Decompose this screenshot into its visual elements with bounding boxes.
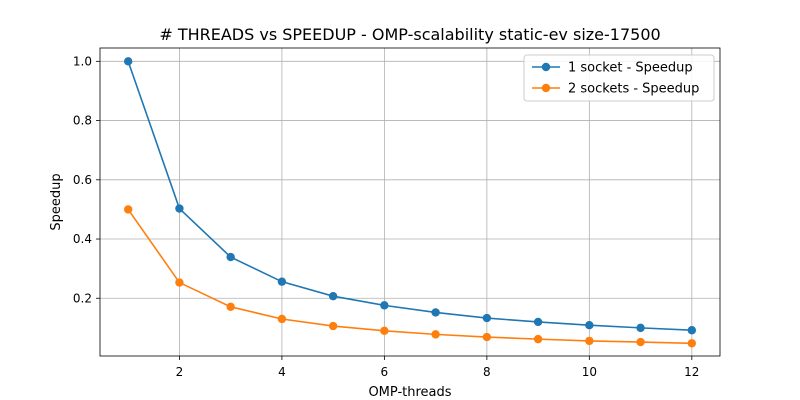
x-tick-label: 8: [483, 365, 491, 379]
data-point: [533, 334, 543, 344]
data-point: [328, 291, 338, 301]
data-point: [123, 205, 133, 214]
y-axis-ticks: 0.2 0.4 0.6 0.8 1.0: [73, 54, 100, 305]
data-point: [533, 317, 543, 327]
data-point: [636, 337, 645, 347]
data-point: [431, 330, 440, 339]
y-tick-label: 0.2: [73, 291, 92, 305]
legend-label: 2 sockets - Speedup: [568, 82, 699, 97]
x-axis-ticks: 2 4 6 8 10 12: [176, 356, 699, 379]
data-point: [277, 314, 287, 324]
series-1: [123, 57, 697, 335]
series-line: [127, 208, 692, 345]
legend-marker: [541, 62, 551, 72]
y-tick-label: 1.0: [73, 54, 92, 68]
y-tick-label: 0.6: [73, 173, 92, 187]
x-tick-label: 2: [176, 365, 184, 379]
legend-item: 2 sockets - Speedup: [532, 82, 699, 97]
y-tick-label: 0.4: [73, 232, 92, 246]
data-point: [226, 252, 235, 262]
legend-label: 1 socket - Speedup: [568, 61, 693, 76]
x-tick-label: 4: [278, 365, 286, 379]
data-point: [482, 313, 492, 323]
data-point: [277, 277, 287, 286]
chart-title: # THREADS vs SPEEDUP - OMP-scalability s…: [159, 25, 660, 44]
data-point: [585, 321, 594, 330]
legend: 1 socket - Speedup 2 sockets - Speedup: [523, 54, 715, 102]
x-tick-label: 12: [684, 365, 699, 379]
legend-item: 1 socket - Speedup: [532, 61, 693, 76]
data-point: [380, 326, 389, 336]
data-point: [328, 321, 338, 331]
series-line: [127, 61, 692, 332]
data-point: [175, 204, 184, 213]
y-axis-label: Speedup: [49, 173, 64, 230]
legend-box: [523, 54, 715, 102]
data-point: [123, 57, 133, 66]
data-point: [175, 278, 184, 287]
data-point: [482, 332, 492, 342]
x-tick-label: 10: [582, 365, 597, 379]
data-point: [380, 301, 389, 310]
legend-marker: [541, 83, 551, 93]
data-point: [585, 336, 594, 346]
plot-frame: [99, 47, 721, 357]
data-point: [687, 326, 697, 335]
data-point: [431, 308, 440, 317]
y-tick-label: 0.8: [73, 114, 92, 128]
x-tick-label: 6: [381, 365, 389, 379]
x-axis-label: OMP-threads: [368, 385, 451, 400]
data-point: [636, 323, 645, 333]
series-2: [123, 205, 697, 348]
data-point: [687, 339, 697, 348]
series-layer: [123, 57, 697, 348]
data-point: [226, 302, 235, 312]
